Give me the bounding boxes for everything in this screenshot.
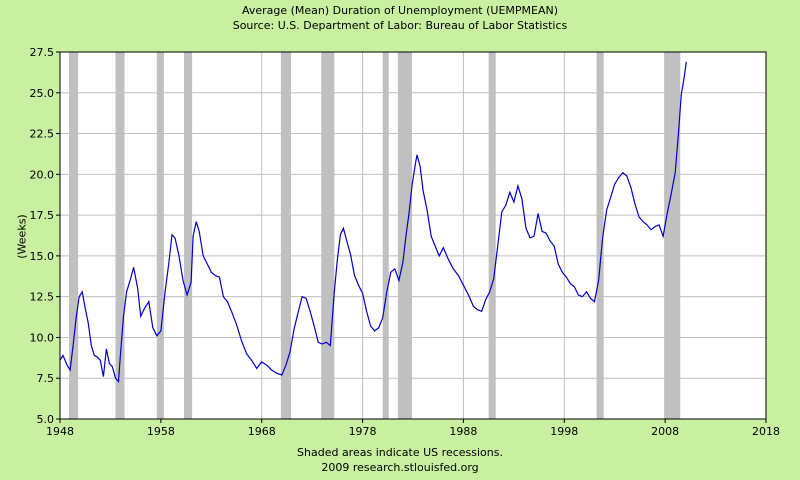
x-tick-label: 1988 bbox=[449, 425, 477, 438]
axes bbox=[59, 51, 767, 420]
chart-title: Average (Mean) Duration of Unemployment … bbox=[241, 4, 559, 17]
y-tick-label: 10.0 bbox=[30, 331, 55, 344]
recession-band bbox=[184, 52, 193, 419]
recession-band bbox=[156, 52, 164, 419]
plot-frame bbox=[59, 51, 767, 420]
x-tick-label: 1968 bbox=[248, 425, 276, 438]
recession-band bbox=[115, 52, 125, 419]
recession-band bbox=[397, 52, 412, 419]
y-tick-label: 22.5 bbox=[30, 128, 55, 141]
y-tick-label: 17.5 bbox=[30, 209, 55, 222]
y-tick-label: 20.0 bbox=[30, 168, 55, 181]
y-tick-label: 27.5 bbox=[30, 46, 55, 59]
y-axis-label: (Weeks) bbox=[15, 214, 29, 259]
chart-subtitle: Source: U.S. Department of Labor: Bureau… bbox=[232, 19, 568, 32]
recession-band bbox=[280, 52, 291, 419]
x-tick-label: 2008 bbox=[651, 425, 679, 438]
recession-band bbox=[382, 52, 389, 419]
y-tick-label: 7.5 bbox=[37, 372, 55, 385]
y-tick-labels: 5.0 7.5 10.0 12.5 15.0 17.5 20.0 22.5 25.0 27.5 bbox=[30, 46, 60, 426]
recession-band bbox=[69, 52, 79, 419]
x-tick-label: 1958 bbox=[147, 425, 175, 438]
plot-area bbox=[60, 52, 766, 419]
footer-credit: 2009 research.stlouisfed.org bbox=[321, 461, 479, 474]
x-tick-label: 1978 bbox=[349, 425, 377, 438]
x-tick-label: 1948 bbox=[46, 425, 74, 438]
x-tick-label: 2018 bbox=[752, 425, 780, 438]
y-tick-label: 12.5 bbox=[30, 291, 55, 304]
recession-band bbox=[596, 52, 604, 419]
recession-bands bbox=[69, 52, 681, 419]
x-tick-labels: 1948 1958 1968 1978 1988 1998 2008 2018 bbox=[46, 419, 780, 438]
series-line bbox=[59, 61, 687, 383]
y-tick-label: 5.0 bbox=[37, 413, 55, 426]
recession-band bbox=[664, 52, 681, 419]
y-tick-label: 25.0 bbox=[30, 87, 55, 100]
recession-band bbox=[488, 52, 496, 419]
series-lines bbox=[59, 61, 687, 383]
y-tick-label: 15.0 bbox=[30, 250, 55, 263]
footer-note: Shaded areas indicate US recessions. bbox=[297, 446, 503, 459]
recession-band bbox=[321, 52, 335, 419]
plot-background bbox=[60, 52, 766, 419]
x-tick-label: 1998 bbox=[550, 425, 578, 438]
